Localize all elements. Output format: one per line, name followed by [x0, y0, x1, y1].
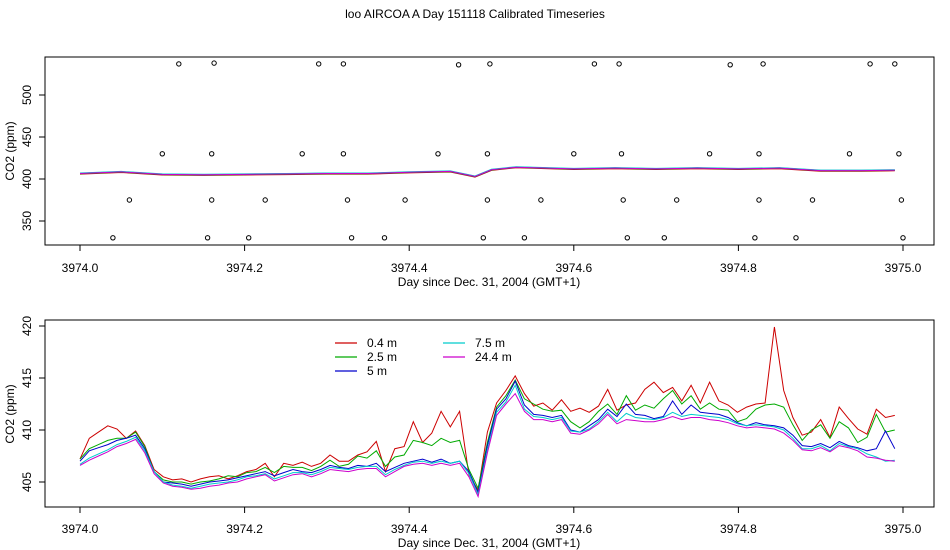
x-tick-label: 3974.4	[391, 522, 428, 536]
outlier-point	[896, 151, 902, 157]
x-tick-label: 3975.0	[885, 522, 922, 536]
outlier-point	[340, 151, 347, 157]
bottom-x-ticks: 3974.0 3974.2 3974.4 3974.6 3974.8 3975.0	[62, 507, 922, 536]
top-x-ticks: 3974.0 3974.2 3974.4 3974.6 3974.8 3975.0	[62, 245, 922, 275]
outlier-point	[246, 235, 252, 241]
outlier-point	[480, 235, 486, 241]
outlier-point	[402, 197, 408, 203]
outlier-point	[892, 61, 898, 67]
y-tick-label: 405	[20, 472, 34, 492]
series-line	[79, 379, 895, 490]
y-tick-label: 410	[20, 420, 34, 440]
top-plot-frame	[44, 56, 935, 246]
outlier-point	[674, 197, 680, 203]
top-series-line	[79, 166, 895, 178]
top-y-ticks: 350 400 450 500	[20, 85, 45, 231]
x-tick-label: 3974.8	[720, 522, 757, 536]
x-tick-label: 3974.8	[720, 261, 757, 275]
outlier-point	[484, 151, 491, 157]
legend-label: 2.5 m	[367, 350, 397, 364]
top-series-line	[79, 166, 895, 178]
outlier-point	[620, 197, 626, 203]
outlier-point	[348, 235, 355, 241]
outlier-point	[435, 151, 441, 157]
top-panel: Day since Dec. 31, 2004 (GMT+1) CO2 (ppm…	[3, 56, 935, 289]
outlier-point	[756, 151, 762, 157]
x-tick-label: 3974.2	[226, 261, 263, 275]
outlier-point	[727, 62, 733, 68]
outlier-point	[381, 235, 388, 241]
x-tick-label: 3975.0	[885, 261, 922, 275]
outlier-point	[706, 151, 713, 157]
x-tick-label: 3974.6	[555, 261, 592, 275]
outlier-point	[752, 235, 758, 241]
x-tick-label: 3974.0	[62, 261, 99, 275]
outlier-point	[110, 235, 116, 241]
outlier-point	[176, 61, 182, 67]
top-y-axis-label: CO2 (ppm)	[3, 121, 17, 180]
outlier-point	[846, 151, 853, 157]
outlier-point	[760, 61, 766, 67]
bottom-x-axis-label: Day since Dec. 31, 2004 (GMT+1)	[398, 536, 580, 550]
outlier-point	[521, 235, 528, 241]
top-x-axis-label: Day since Dec. 31, 2004 (GMT+1)	[398, 275, 580, 289]
outlier-point	[484, 197, 491, 203]
x-tick-label: 3974.4	[391, 261, 428, 275]
series-line	[79, 392, 895, 499]
x-tick-label: 3974.6	[555, 522, 592, 536]
bottom-plot-frame	[44, 319, 935, 508]
outlier-point	[487, 61, 493, 67]
outlier-point	[126, 197, 133, 203]
outlier-point	[262, 197, 268, 203]
outlier-point	[538, 197, 544, 203]
outlier-point	[571, 151, 577, 157]
outlier-point	[898, 197, 905, 203]
outlier-point	[616, 61, 622, 67]
top-series-line	[79, 167, 895, 178]
top-series-lines	[79, 166, 895, 178]
outlier-point	[624, 235, 630, 241]
outlier-point	[867, 61, 873, 67]
series-line	[79, 326, 895, 492]
y-tick-label: 400	[20, 169, 34, 189]
bottom-panel: Day since Dec. 31, 2004 (GMT+1) CO2 (ppm…	[3, 316, 935, 550]
y-tick-label: 420	[20, 316, 34, 336]
outlier-point	[809, 197, 816, 203]
top-circle-markers	[110, 60, 906, 241]
series-line	[79, 384, 895, 497]
y-tick-label: 450	[20, 127, 34, 147]
bottom-y-ticks: 405 410 415 420	[20, 316, 45, 492]
y-tick-label: 500	[20, 85, 34, 105]
legend-label: 5 m	[367, 364, 387, 378]
outlier-point	[900, 235, 906, 241]
legend: 0.4 m2.5 m5 m 7.5 m24.4 m	[335, 336, 512, 378]
outlier-point	[756, 197, 762, 203]
outlier-point	[591, 61, 598, 67]
outlier-point	[204, 235, 211, 241]
outlier-point	[340, 61, 347, 67]
outlier-point	[209, 197, 215, 203]
bottom-series-lines	[79, 326, 896, 499]
outlier-point	[793, 235, 799, 241]
y-tick-label: 350	[20, 211, 34, 231]
outlier-point	[211, 60, 217, 66]
x-tick-label: 3974.0	[62, 522, 99, 536]
bottom-y-axis-label: CO2 (ppm)	[3, 384, 17, 443]
legend-label: 24.4 m	[475, 350, 512, 364]
outlier-point	[209, 151, 215, 157]
x-tick-label: 3974.2	[226, 522, 263, 536]
outlier-point	[344, 197, 351, 203]
outlier-point	[618, 151, 625, 157]
series-line	[79, 379, 896, 495]
outlier-point	[661, 235, 667, 241]
outlier-point	[299, 151, 305, 157]
page-title: loo AIRCOA A Day 151118 Calibrated Times…	[345, 7, 605, 21]
y-tick-label: 415	[20, 368, 34, 388]
outlier-point	[316, 61, 322, 67]
legend-label: 0.4 m	[367, 336, 397, 350]
outlier-point	[455, 62, 462, 68]
outlier-point	[159, 151, 166, 157]
legend-label: 7.5 m	[475, 336, 505, 350]
